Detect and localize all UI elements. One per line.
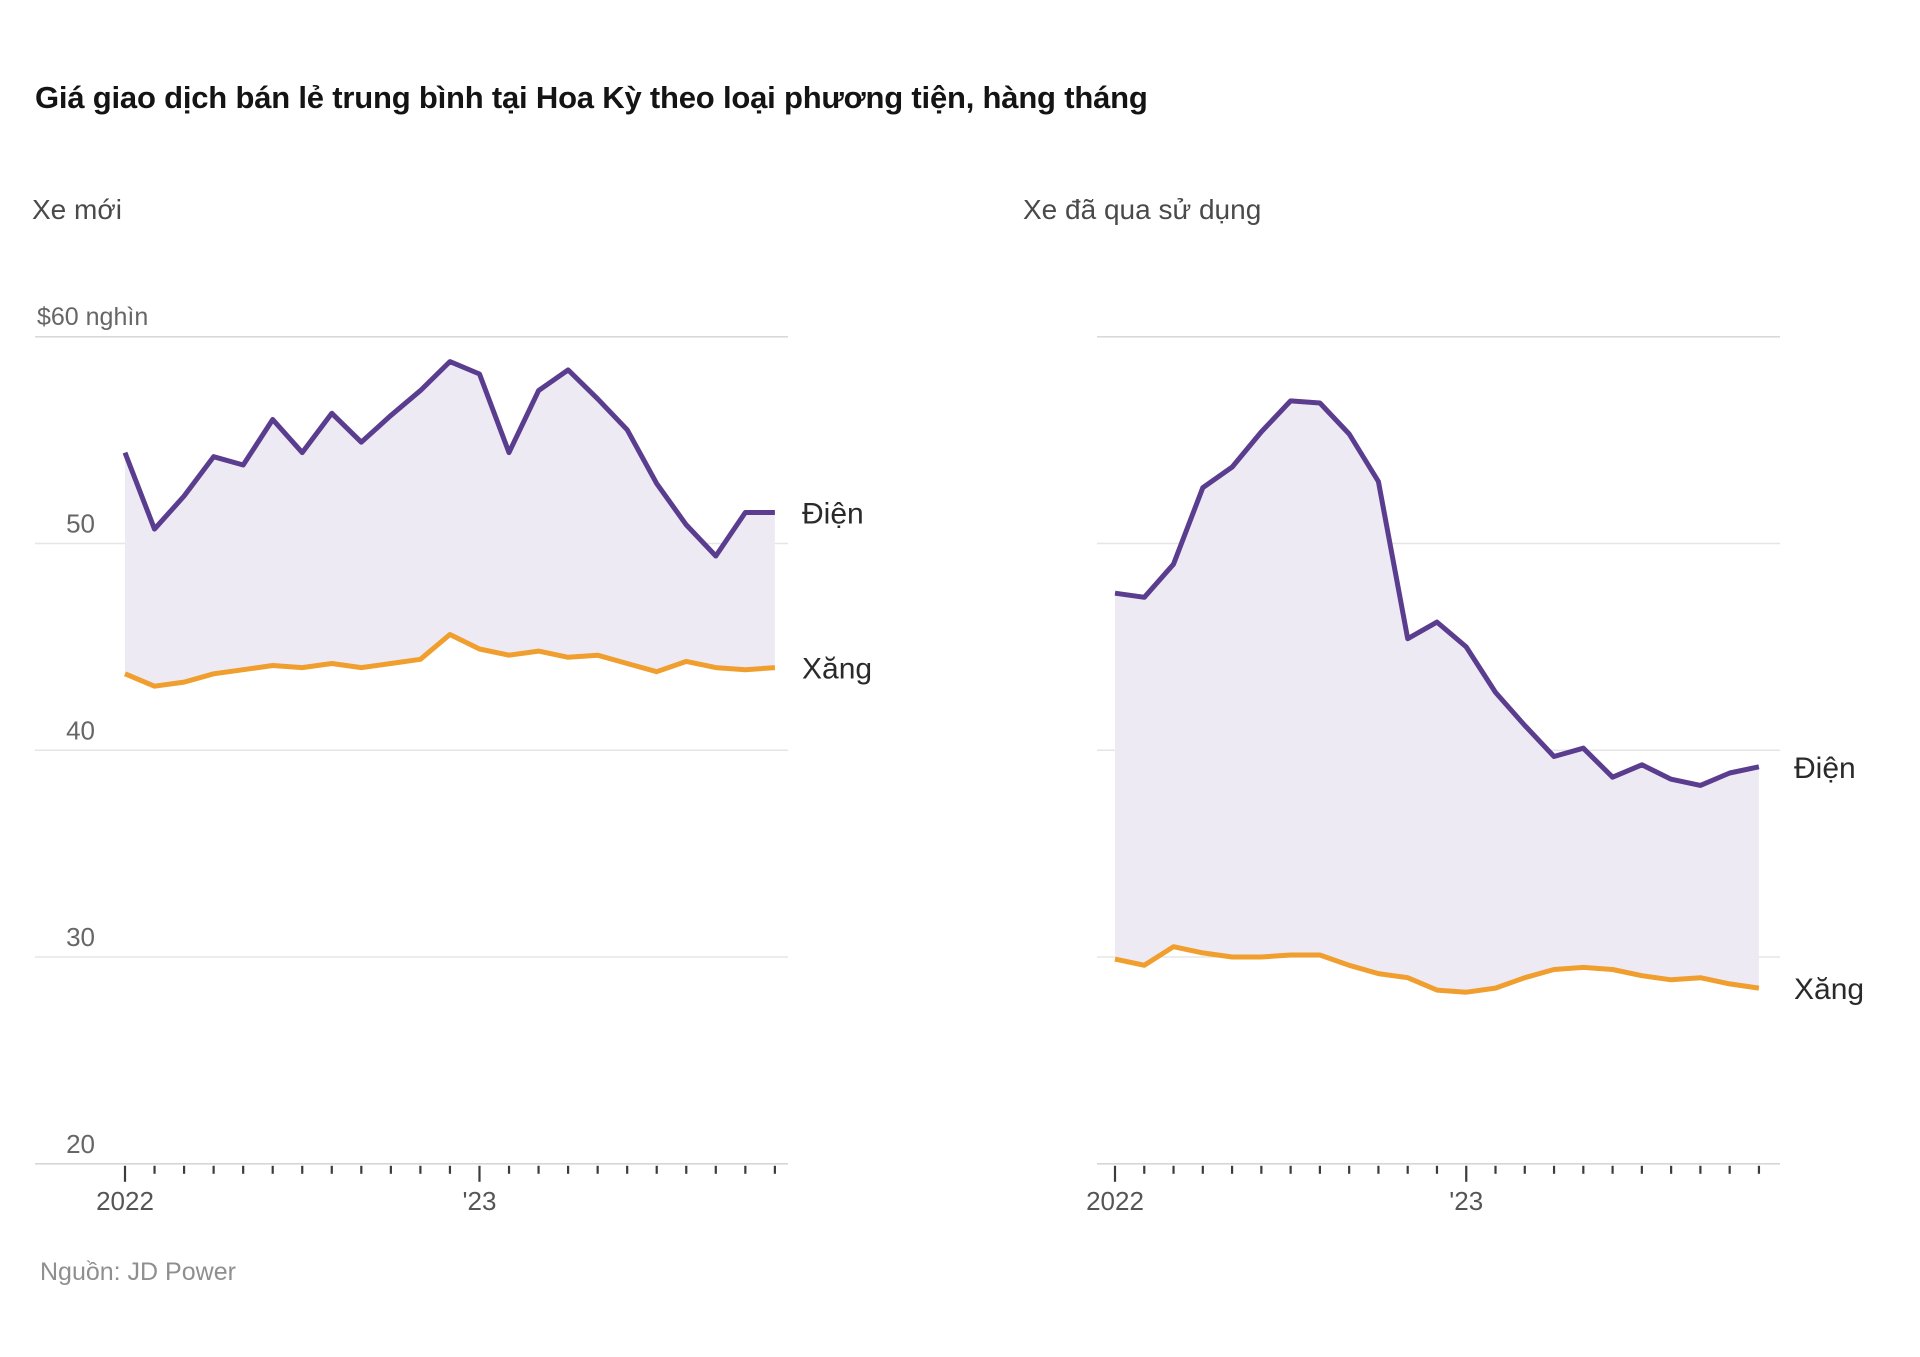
dien-line: [1114, 398, 1760, 788]
chart-subtitle-used-cars: Xe đã qua sử dụng: [1023, 194, 1262, 225]
y-axis-unit-label: $60 nghìn: [37, 303, 148, 331]
xang-line: [124, 632, 776, 689]
page-title: Giá giao dịch bán lẻ trung bình tại Hoa …: [35, 80, 1148, 115]
new-cars-chart: 2022 '23 $60 nghìn 50 40 30 20 Điện Xăng: [35, 303, 872, 1216]
price-gap-band: [125, 361, 775, 687]
used-cars-chart: 2022 '23 Điện Xăng: [1086, 335, 1864, 1216]
source-attribution: Nguồn: JD Power: [40, 1258, 236, 1286]
y-axis-label-40: 40: [66, 715, 95, 745]
y-axis-label-30: 30: [66, 922, 95, 952]
x-axis-year-label: 2022: [96, 1186, 154, 1216]
x-axis-year-label: '23: [1449, 1186, 1483, 1216]
price-gap-band: [1115, 400, 1759, 993]
x-axis-year-label: '23: [463, 1186, 497, 1216]
xang-series-label: Xăng: [1794, 973, 1864, 1006]
xang-line: [1114, 944, 1760, 995]
x-axis-year-label: 2022: [1086, 1186, 1144, 1216]
dien-series-label: Điện: [802, 498, 864, 531]
dien-line: [122, 359, 775, 559]
y-axis-label-50: 50: [66, 509, 95, 539]
y-axis-label-20: 20: [66, 1129, 95, 1159]
dien-series-label: Điện: [1794, 752, 1856, 785]
chart-subtitle-new-cars: Xe mới: [32, 194, 122, 225]
xang-series-label: Xăng: [802, 653, 872, 686]
